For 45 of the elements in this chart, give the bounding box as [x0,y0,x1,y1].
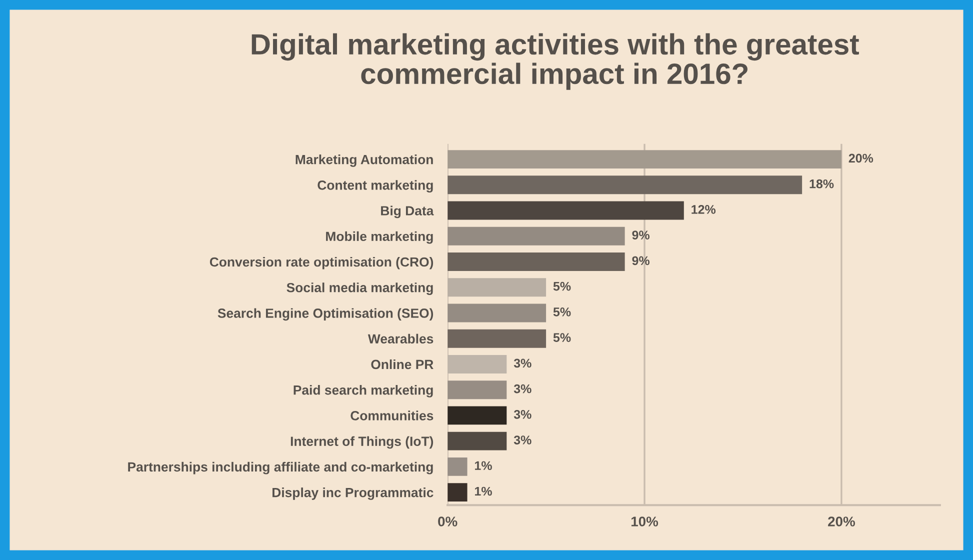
x-tick-label: 0% [438,516,458,526]
y-tick-label: Conversion rate optimisation (CRO) [210,256,434,270]
data-label: 1% [475,486,492,496]
bar [448,201,684,220]
bar [448,432,507,450]
data-label: 3% [514,358,532,368]
x-tick-label: 10% [631,516,658,526]
bar [448,252,625,271]
data-label: 1% [475,461,492,470]
bar [448,150,842,169]
data-label: 5% [553,282,571,291]
y-tick-label: Communities [350,410,434,420]
y-tick-label: Partnerships including affiliate and co-marketing [128,462,433,474]
bar [448,457,468,476]
bar [448,304,546,322]
bar [448,176,802,194]
bar [448,278,546,297]
chart-title: Digital marketing activities with the greatest commercial impact in 2016? [252,33,859,90]
x-tick-label: 20% [828,516,855,526]
y-tick-label: Social media marketing [286,282,433,295]
y-tick-label: Wearables [368,334,434,344]
y-tick-label: Paid search marketing [294,385,433,398]
data-label: 3% [514,436,532,444]
bar [448,483,468,502]
bar [448,329,546,348]
data-label: 3% [514,384,532,394]
data-label: 18% [810,179,834,188]
y-tick-label: Marketing Automation [296,154,433,167]
data-label: 20% [848,154,874,163]
bar [448,380,507,400]
y-tick-label: Big Data [381,206,434,218]
y-tick-label: Search Engine Optimisation (SEO) [218,308,434,321]
y-tick-label: Online PR [371,359,434,370]
y-tick-label: Internet of Things (IoT) [290,436,434,449]
data-label: 9% [632,230,650,240]
bar [448,226,625,246]
data-label: 12% [692,205,716,214]
data-label: 5% [553,333,571,342]
data-label: 5% [553,308,571,316]
y-tick-label: Display inc Programmatic [272,488,434,500]
data-label: 9% [632,256,650,266]
y-tick-label: Content marketing [318,180,433,192]
bar [448,406,507,425]
y-tick-label: Mobile marketing [326,231,433,244]
data-label: 3% [514,410,532,419]
